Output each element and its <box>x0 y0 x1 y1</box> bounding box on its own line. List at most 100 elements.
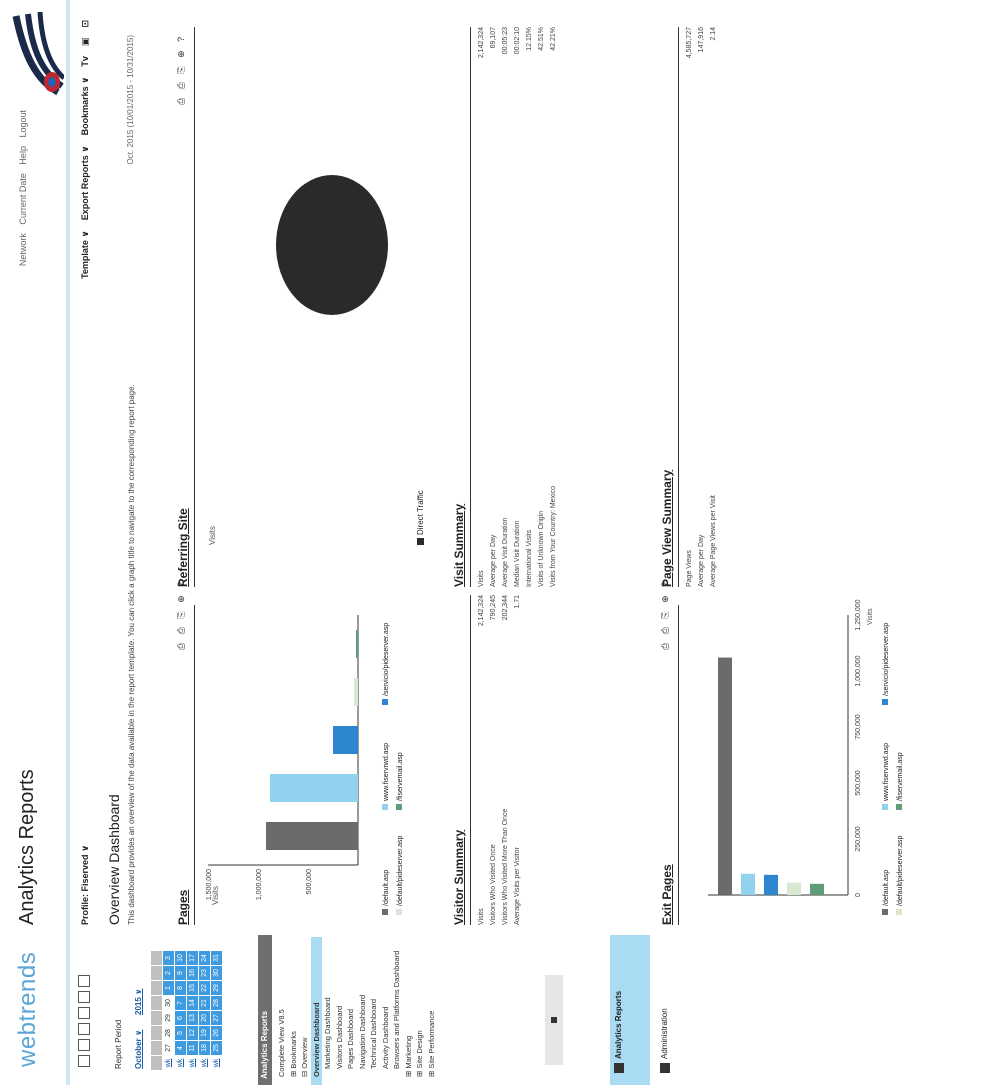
help-link[interactable]: Help <box>18 146 28 165</box>
page-view-summary-title-link[interactable]: Page View Summary <box>660 469 674 587</box>
nav-visitors-dashboard[interactable]: Visitors Dashboard <box>334 1005 344 1069</box>
calendar-day[interactable]: 9 <box>174 965 187 981</box>
nav-overview[interactable]: ⊟ Overview <box>300 1037 309 1077</box>
calendar-day[interactable]: 29 <box>162 1010 175 1026</box>
row-label: Average Page Views per Visit <box>710 495 717 587</box>
calendar-day[interactable]: 27 <box>210 1010 223 1026</box>
calendar-day[interactable]: 4 <box>174 1040 187 1056</box>
calendar-day[interactable]: 20 <box>198 1010 211 1026</box>
tv-menu[interactable]: Tv <box>80 56 90 67</box>
logout-link[interactable]: Logout <box>18 110 28 138</box>
tab-administration[interactable]: Administration <box>660 1008 670 1073</box>
fullscreen-icon[interactable]: ⊡ <box>80 20 90 28</box>
bookmarks-menu[interactable]: Bookmarks ∨ <box>80 76 90 136</box>
month-selector[interactable]: October ∨ <box>134 1029 143 1069</box>
calendar-day[interactable]: 2 <box>162 965 175 981</box>
visit-summary-title-link[interactable]: Visit Summary <box>452 503 466 587</box>
window-icon[interactable]: ▣ <box>80 37 90 47</box>
referring-site-title-link[interactable]: Referring Site <box>176 508 190 587</box>
week-link[interactable]: wk <box>174 1055 187 1071</box>
calendar-day[interactable]: 7 <box>174 995 187 1011</box>
nav-pages-dashboard[interactable]: Pages Dashboard <box>346 1008 355 1069</box>
scroll-handle-icon[interactable] <box>551 1017 557 1023</box>
divider <box>678 605 679 925</box>
week-link[interactable]: wk <box>186 1055 199 1071</box>
calendar-day[interactable]: 8 <box>174 980 187 996</box>
calendar-day[interactable]: 28 <box>162 1025 175 1041</box>
nav-navigation-dashboard[interactable]: Navigation Dashboard <box>357 994 367 1069</box>
new-icon[interactable] <box>78 1055 90 1067</box>
nav-marketing-dashboard[interactable]: Marketing Dashboard <box>323 997 332 1069</box>
calendar-day[interactable]: 6 <box>174 1010 187 1026</box>
calendar-day[interactable]: 31 <box>210 950 223 966</box>
exit-pages-title-link[interactable]: Exit Pages <box>660 864 674 925</box>
settings-icon[interactable] <box>78 975 90 987</box>
week-link[interactable]: wk <box>162 1055 175 1071</box>
nav-activity-dashboard[interactable]: Activity Dashboard <box>380 1006 390 1069</box>
calendar-header <box>150 1025 163 1041</box>
nav-overview-dashboard[interactable]: Overview Dashboard <box>310 937 322 1085</box>
calendar-day[interactable]: 28 <box>210 995 223 1011</box>
open-icon[interactable] <box>78 1039 90 1051</box>
nav-bookmarks[interactable]: ⊞ Bookmarks <box>288 1031 298 1077</box>
calendar-day[interactable]: 11 <box>186 1040 199 1056</box>
export-icon[interactable] <box>78 991 90 1003</box>
calendar-day[interactable]: 10 <box>174 950 187 966</box>
week-link[interactable]: wk <box>210 1055 223 1071</box>
table-row: Visitors Who Visited More Than Once 202,3… <box>500 595 512 925</box>
toolbar-icons <box>78 975 90 1067</box>
calendar-day[interactable]: 24 <box>198 950 211 966</box>
nav-browsers-dashboard[interactable]: Browsers and Platforms Dashboard <box>392 950 401 1069</box>
network-link[interactable]: Network <box>18 233 28 267</box>
legend-label: /default/pideserver.asp <box>897 835 904 906</box>
calendar-day[interactable]: 25 <box>210 1040 223 1056</box>
visit-summary-table: Visits 2,142,324 Average per Day 69,107 Av… <box>476 27 560 587</box>
nav-complete-view[interactable]: Complete View V8.5 <box>277 1009 286 1077</box>
save-icon[interactable] <box>78 1023 90 1035</box>
page-view-summary-table: Page Views 4,585,727 Average per Day 147,9… <box>684 27 720 587</box>
pages-title-link[interactable]: Pages <box>176 889 190 925</box>
nav-site-performance[interactable]: ⊞ Site Performance <box>426 1010 436 1077</box>
analytics-reports-header[interactable]: Analytics Reports <box>258 935 272 1085</box>
legend-swatch <box>396 909 402 915</box>
calendar-day[interactable]: 5 <box>174 1025 187 1041</box>
calendar-day[interactable]: 27 <box>162 1040 175 1056</box>
main-content: Overview Dashboard This dashboard provid… <box>98 5 988 925</box>
calendar-day[interactable]: 3 <box>162 950 175 966</box>
table-row: Average Visit Duration 00:05:23 <box>500 27 512 587</box>
calendar-day[interactable]: 30 <box>162 995 175 1011</box>
calendar-day[interactable]: 30 <box>210 965 223 981</box>
calendar-day[interactable]: 1 <box>162 980 175 996</box>
print-icon[interactable] <box>78 1007 90 1019</box>
profile-selector[interactable]: Profile: Fiserved ∨ <box>80 844 90 925</box>
brand-logo[interactable]: webtrends <box>14 951 41 1067</box>
calendar-day[interactable]: 26 <box>210 1025 223 1041</box>
nav-marketing[interactable]: ⊞ Marketing <box>403 1035 413 1077</box>
calendar-day[interactable]: 12 <box>186 1025 199 1041</box>
calendar-day[interactable]: 16 <box>186 965 199 981</box>
calendar-day[interactable]: 14 <box>186 995 199 1011</box>
row-label: Visits <box>478 570 485 587</box>
pages-tool-icons[interactable]: ⎙ ⎙ ⎘ ⊕ ? <box>176 578 186 650</box>
calendar-day[interactable]: 23 <box>198 965 211 981</box>
visitor-summary-title-link[interactable]: Visitor Summary <box>452 829 466 925</box>
calendar-day[interactable]: 15 <box>186 980 199 996</box>
calendar-day[interactable]: 21 <box>198 995 211 1011</box>
template-menu[interactable]: Template ∨ <box>80 230 90 279</box>
nav-site-design[interactable]: ⊞ Site Design <box>415 1030 424 1077</box>
row-label: Page Views <box>686 550 693 587</box>
calendar-day[interactable]: 19 <box>198 1025 211 1041</box>
calendar-day[interactable]: 22 <box>198 980 211 996</box>
nav-technical-dashboard[interactable]: Technical Dashboard <box>369 998 378 1069</box>
calendar-day[interactable]: 13 <box>186 1010 199 1026</box>
row-value: 42.51% <box>538 27 545 51</box>
export-reports-menu[interactable]: Export Reports ∨ <box>80 145 90 221</box>
calendar-day[interactable]: 18 <box>198 1040 211 1056</box>
week-link[interactable]: wk <box>198 1055 211 1071</box>
year-selector[interactable]: 2015 ∨ <box>134 988 143 1015</box>
exit-pages-tool-icons[interactable]: ⎙ ⎙ ⎘ ⊕ ? <box>660 578 670 650</box>
calendar-day[interactable]: 17 <box>186 950 199 966</box>
current-date-link[interactable]: Current Date <box>18 173 28 225</box>
calendar-day[interactable]: 29 <box>210 980 223 996</box>
referring-tool-icons[interactable]: ⎙ ⎙ ⎘ ⊕ ? <box>176 33 186 105</box>
